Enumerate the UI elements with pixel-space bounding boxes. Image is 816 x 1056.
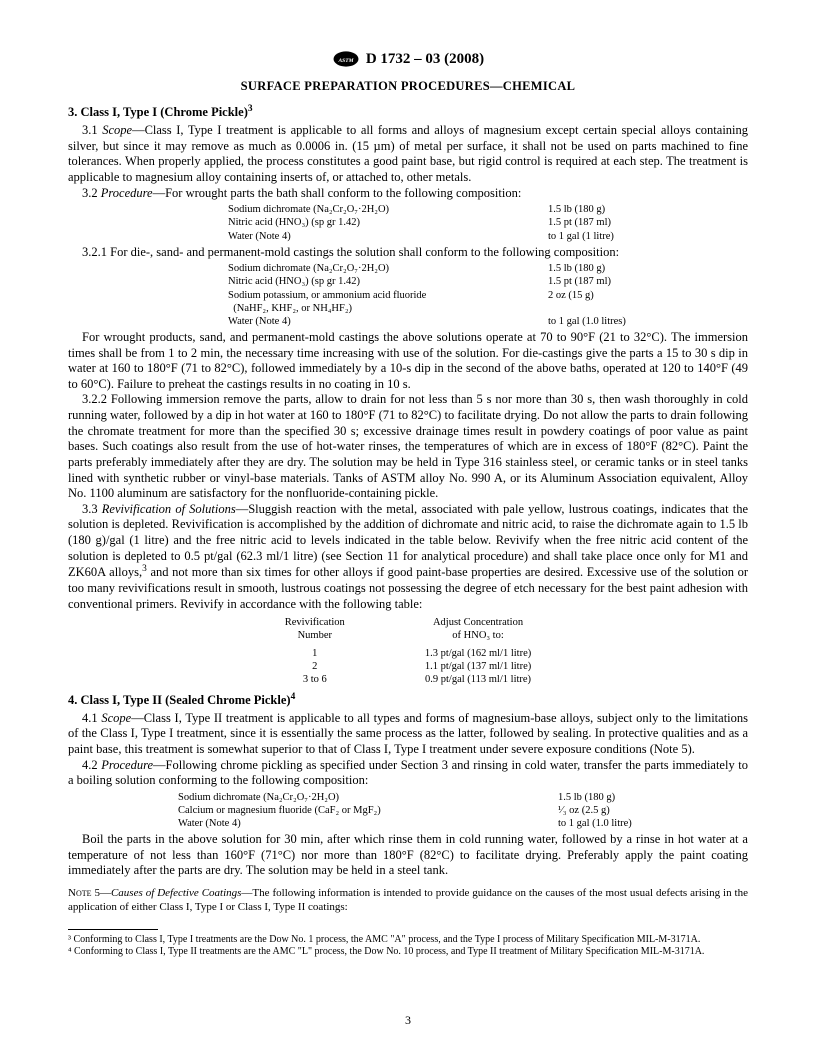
table-row: Calcium or magnesium fluoride (CaF₂ or M… — [178, 804, 698, 817]
table-row: 21.1 pt/gal (137 ml/1 litre) — [245, 660, 572, 673]
para-3-3: 3.3 Revivification of Solutions—Sluggish… — [68, 502, 748, 613]
table-header-row: Revivification Adjust Concentration — [245, 616, 572, 629]
table-header-row: Number of HNO₃ to: — [245, 629, 572, 642]
page-number: 3 — [0, 1013, 816, 1028]
section-title: SURFACE PREPARATION PROCEDURES—CHEMICAL — [68, 79, 748, 95]
table-row: (NaHF₂, KHF₂, or NH₄HF₂) — [228, 302, 688, 315]
section-3-heading: 3. Class I, Type I (Chrome Pickle)3 — [68, 104, 748, 121]
table-row: Water (Note 4)to 1 gal (1 litre) — [228, 230, 688, 243]
table-row: Water (Note 4)to 1 gal (1.0 litre) — [178, 817, 698, 830]
composition-table-3: Sodium dichromate (Na₂Cr₂O₇·2H₂O)1.5 lb … — [178, 791, 698, 830]
para-4-2: 4.2 Procedure—Following chrome pickling … — [68, 758, 748, 789]
table-row: 3 to 60.9 pt/gal (113 ml/1 litre) — [245, 673, 572, 686]
para-3-2-1: 3.2.1 For die-, sand- and permanent-mold… — [68, 245, 748, 261]
para-3-2-2: 3.2.2 Following immersion remove the par… — [68, 392, 748, 501]
table-row: Nitric acid (HNO₃) (sp gr 1.42)1.5 pt (1… — [228, 275, 688, 288]
table-row: Nitric acid (HNO₃) (sp gr 1.42)1.5 pt (1… — [228, 216, 688, 229]
table-row: 11.3 pt/gal (162 ml/1 litre) — [245, 647, 572, 660]
page-header: ASTM D 1732 – 03 (2008) SURFACE PREPARAT… — [68, 50, 748, 94]
footnote-4: ⁴ Conforming to Class I, Type II treatme… — [68, 946, 748, 959]
section-4-heading: 4. Class I, Type II (Sealed Chrome Pickl… — [68, 692, 748, 709]
table-row: Sodium dichromate (Na₂Cr₂O₇·2H₂O)1.5 lb … — [228, 203, 688, 216]
table-row: Water (Note 4)to 1 gal (1.0 litres) — [228, 315, 688, 328]
footnote-3: ³ Conforming to Class I, Type I treatmen… — [68, 934, 748, 947]
para-3-2: 3.2 Procedure—For wrought parts the bath… — [68, 186, 748, 202]
para-4-1: 4.1 Scope—Class I, Type II treatment is … — [68, 711, 748, 758]
composition-table-1: Sodium dichromate (Na₂Cr₂O₇·2H₂O)1.5 lb … — [228, 203, 688, 242]
table-row: Sodium dichromate (Na₂Cr₂O₇·2H₂O)1.5 lb … — [228, 262, 688, 275]
note-5: Note 5—Causes of Defective Coatings—The … — [68, 887, 748, 915]
para-boil: Boil the parts in the above solution for… — [68, 832, 748, 879]
footnote-rule — [68, 929, 158, 930]
designation-text: D 1732 – 03 (2008) — [366, 50, 484, 69]
astm-logo-icon: ASTM — [332, 50, 360, 68]
svg-text:ASTM: ASTM — [337, 58, 354, 64]
para-wrought: For wrought products, sand, and permanen… — [68, 330, 748, 393]
designation-line: ASTM D 1732 – 03 (2008) — [68, 50, 748, 69]
revivification-table: Revivification Adjust Concentration Numb… — [245, 616, 572, 686]
table-row: Sodium dichromate (Na₂Cr₂O₇·2H₂O)1.5 lb … — [178, 791, 698, 804]
composition-table-2: Sodium dichromate (Na₂Cr₂O₇·2H₂O)1.5 lb … — [228, 262, 688, 328]
para-3-1: 3.1 Scope—Class I, Type I treatment is a… — [68, 123, 748, 186]
table-row: Sodium potassium, or ammonium acid fluor… — [228, 289, 688, 302]
